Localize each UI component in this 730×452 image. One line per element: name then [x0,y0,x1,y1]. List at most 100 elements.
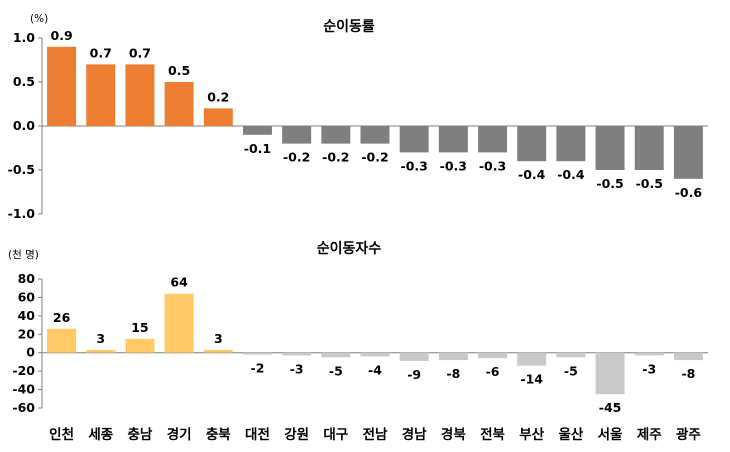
data-label-count-4: 3 [214,331,223,346]
category-label: 경북 [441,426,466,443]
bar-count-1 [86,349,116,353]
data-label-count-16: -8 [681,366,695,381]
category-label: 경남 [402,426,427,443]
data-label-count-9: -9 [407,367,421,382]
category-label: 전남 [363,426,388,443]
bar-count-10 [438,352,468,361]
bar-rate-3 [164,82,194,126]
bar-count-5 [242,352,272,355]
bar-rate-7 [321,126,351,144]
data-label-count-12: -14 [520,372,543,387]
bar-rate-5 [242,126,272,135]
data-label-rate-3: 0.5 [168,63,190,78]
bar-count-4 [203,349,233,353]
data-label-count-7: -5 [329,363,343,378]
bar-rate-11 [478,126,508,153]
bar-count-11 [478,352,508,359]
y-tick-label: 0.5 [13,74,35,89]
data-label-rate-0: 0.9 [51,28,73,43]
bar-count-14 [595,352,625,395]
data-label-rate-5: -0.1 [244,141,271,156]
bar-count-0 [47,328,77,353]
data-label-rate-16: -0.6 [675,185,703,200]
bar-rate-10 [438,126,468,153]
data-label-rate-8: -0.2 [361,150,388,165]
y-tick-label: 1.0 [13,30,35,45]
data-label-rate-15: -0.5 [636,176,663,191]
bar-rate-9 [399,126,429,153]
data-label-rate-2: 0.7 [129,45,151,60]
data-label-count-6: -3 [290,361,304,376]
data-label-rate-9: -0.3 [401,158,428,173]
bar-rate-1 [86,64,116,126]
data-label-count-1: 3 [96,331,105,346]
y-tick-label: 20 [18,326,36,341]
bar-rate-6 [282,126,312,144]
y-tick-label: -40 [12,382,35,397]
data-label-count-15: -3 [642,361,656,376]
bar-rate-0 [47,46,77,126]
data-label-count-11: -6 [486,364,500,379]
category-label: 전북 [480,426,505,443]
bar-rate-4 [203,108,233,126]
category-label: 부산 [519,426,544,443]
data-label-rate-13: -0.4 [557,167,585,182]
category-label: 서울 [598,426,623,443]
y-tick-label: 0.0 [13,118,35,133]
bar-rate-16 [673,126,703,179]
data-label-rate-7: -0.2 [322,150,349,165]
unit-label: (천 명) [8,249,39,261]
y-tick-label: 40 [18,308,36,323]
y-tick-label: -20 [12,363,35,378]
category-label: 세종 [88,427,113,443]
unit-label: (%) [30,13,48,25]
bar-count-13 [556,352,586,358]
data-label-count-8: -4 [368,362,382,377]
bar-rate-2 [125,64,155,126]
data-label-rate-10: -0.3 [440,158,467,173]
bar-rate-12 [517,126,547,162]
data-label-count-10: -8 [446,366,460,381]
y-tick-label: -0.5 [8,162,35,177]
y-tick-label: 60 [18,289,36,304]
category-label: 인천 [49,426,74,443]
bar-count-6 [282,352,312,356]
category-label: 제주 [637,427,662,443]
data-label-rate-6: -0.2 [283,150,310,165]
category-label: 경기 [167,426,192,443]
data-label-rate-12: -0.4 [518,167,546,182]
bar-count-2 [125,338,155,353]
data-label-rate-14: -0.5 [596,176,623,191]
data-label-count-0: 26 [53,310,71,325]
data-label-rate-1: 0.7 [90,45,112,60]
bar-rate-15 [634,126,664,170]
y-tick-label: -60 [12,400,35,415]
category-label: 충남 [128,426,153,443]
y-tick-label: 80 [18,271,36,286]
bar-count-16 [673,352,703,361]
data-label-count-5: -2 [251,361,265,376]
chart-title: 순이동률 [323,18,375,35]
y-tick-label: -1.0 [8,206,36,221]
bar-rate-14 [595,126,625,170]
data-label-count-13: -5 [564,363,578,378]
bar-count-12 [517,352,547,366]
chart-title: 순이동자수 [317,240,382,257]
category-label: 대전 [245,426,270,443]
bar-count-8 [360,352,390,357]
bar-rate-8 [360,126,390,144]
data-label-count-14: -45 [599,400,622,415]
category-label: 광주 [676,426,701,443]
category-label: 충북 [206,427,231,443]
bar-count-7 [321,352,351,358]
bar-count-9 [399,352,429,362]
data-label-count-3: 64 [170,275,188,290]
data-label-rate-4: 0.2 [207,89,229,104]
y-tick-label: 0 [26,345,35,360]
category-label: 강원 [284,426,309,443]
data-label-count-2: 15 [131,320,148,335]
data-label-rate-11: -0.3 [479,158,506,173]
bar-rate-13 [556,126,586,162]
